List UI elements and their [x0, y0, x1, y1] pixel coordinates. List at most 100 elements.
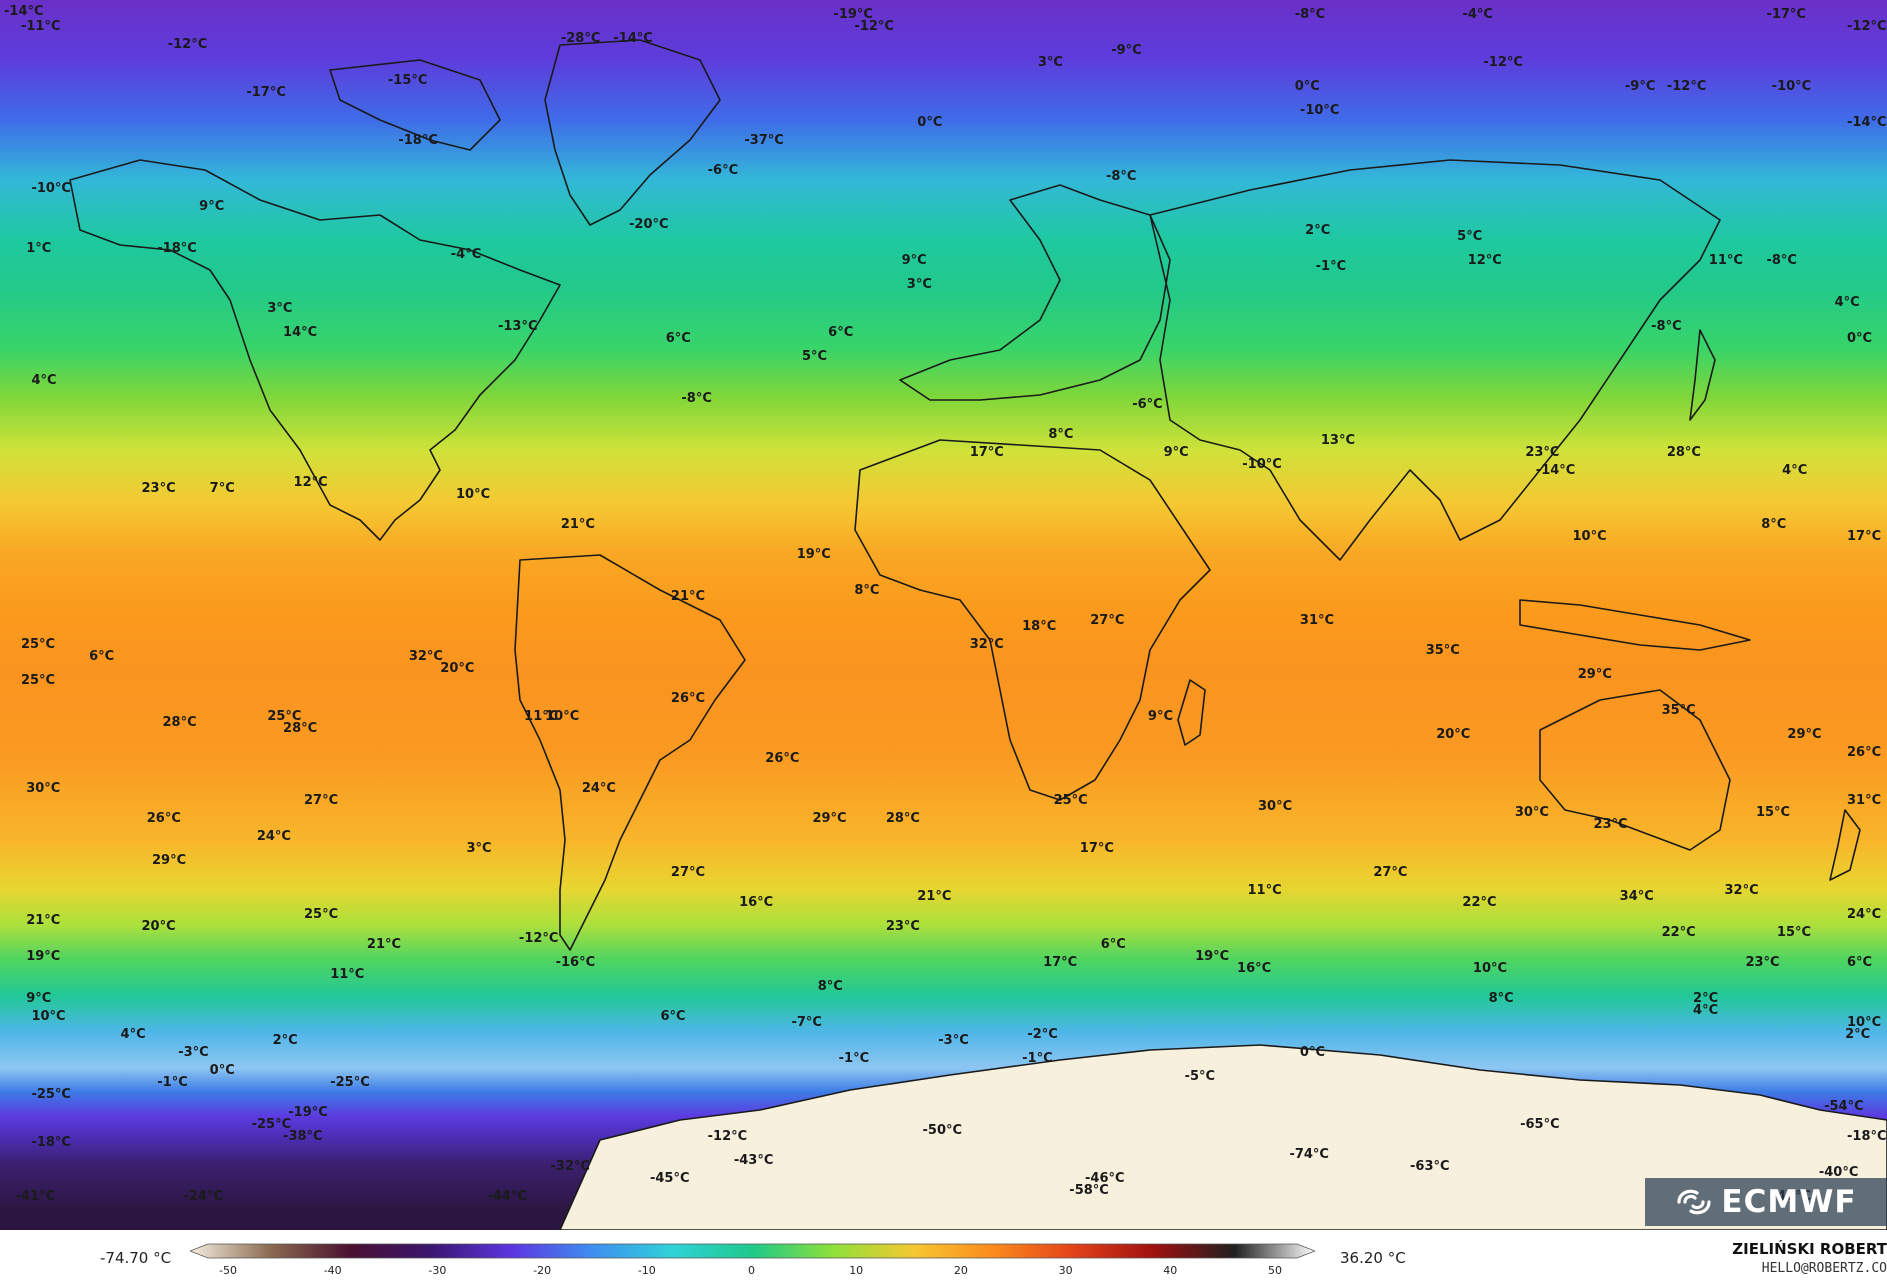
temperature-label: 16°C	[739, 895, 773, 910]
temperature-label: -25°C	[252, 1117, 292, 1132]
map-footer	[0, 1230, 1887, 1287]
temperature-label: -43°C	[734, 1153, 774, 1168]
temperature-label: -1°C	[157, 1075, 187, 1090]
temperature-label: 16°C	[1237, 961, 1271, 976]
temperature-label: -8°C	[681, 391, 711, 406]
temperature-label: 20°C	[1436, 727, 1470, 742]
temperature-label: -14°C	[4, 4, 44, 19]
temperature-label: 2°C	[1693, 991, 1718, 1006]
temperature-label: 27°C	[671, 865, 705, 880]
temperature-label: -74°C	[1289, 1147, 1329, 1162]
temperature-label: 8°C	[818, 979, 843, 994]
temperature-label: -15°C	[388, 73, 428, 88]
europe-outline	[899, 184, 1171, 401]
temperature-label: -46°C	[1085, 1171, 1125, 1186]
temperature-label: 26°C	[1847, 745, 1881, 760]
temperature-label: 4°C	[121, 1027, 146, 1042]
temperature-label: 8°C	[1489, 991, 1514, 1006]
ecmwf-logo-text: ECMWF	[1721, 1184, 1857, 1220]
temperature-label: 0°C	[917, 115, 942, 130]
temperature-label: 23°C	[1525, 445, 1559, 460]
temperature-field	[0, 0, 1887, 1230]
north-america-outline	[69, 159, 561, 541]
temperature-label: 17°C	[1080, 841, 1114, 856]
new-zealand-outline	[1829, 809, 1861, 881]
temperature-label: -6°C	[708, 163, 738, 178]
temperature-label: -10°C	[1242, 457, 1282, 472]
temperature-label: 26°C	[765, 751, 799, 766]
temperature-label: 9°C	[1164, 445, 1189, 460]
temperature-label: 2°C	[1845, 1027, 1870, 1042]
temperature-label: 21°C	[671, 589, 705, 604]
temperature-label: -7°C	[791, 1015, 821, 1030]
temperature-label: 3°C	[907, 277, 932, 292]
temperature-label: -1°C	[839, 1051, 869, 1066]
temperature-label: -18°C	[31, 1135, 71, 1150]
temperature-label: 7°C	[210, 481, 235, 496]
temperature-label: -10°C	[31, 181, 71, 196]
temperature-colorbar: -50 -40 -30 -20 -10 0 10 20 30 40 50	[190, 1243, 1315, 1277]
temperature-label: 17°C	[1847, 529, 1881, 544]
temperature-label: 30°C	[1258, 799, 1292, 814]
temperature-label: -12°C	[708, 1129, 748, 1144]
temperature-label: 23°C	[886, 919, 920, 934]
temperature-label: 21°C	[917, 889, 951, 904]
madagascar-outline	[1177, 679, 1206, 746]
temperature-label: -16°C	[556, 955, 596, 970]
temperature-label: 5°C	[802, 349, 827, 364]
temperature-label: 19°C	[1195, 949, 1229, 964]
temperature-label: 11°C	[524, 709, 558, 724]
temperature-label: -50°C	[923, 1123, 963, 1138]
temperature-label: 28°C	[283, 721, 317, 736]
temperature-label: 30°C	[26, 781, 60, 796]
japan-outline	[1689, 329, 1716, 421]
temperature-label: 17°C	[970, 445, 1004, 460]
temperature-label: -18°C	[1847, 1129, 1887, 1144]
temperature-label: 24°C	[257, 829, 291, 844]
temperature-label: -14°C	[1847, 115, 1887, 130]
temperature-label: 28°C	[886, 811, 920, 826]
temperature-label: -1°C	[1316, 259, 1346, 274]
colorbar-bar	[190, 1243, 1315, 1259]
colorbar-tick-label: -50	[219, 1264, 237, 1277]
temperature-label: 24°C	[582, 781, 616, 796]
temperature-label: 4°C	[1782, 463, 1807, 478]
temperature-label: -19°C	[833, 7, 873, 22]
temperature-label: 8°C	[1761, 517, 1786, 532]
temperature-label: 19°C	[797, 547, 831, 562]
temperature-label: -2°C	[1027, 1027, 1057, 1042]
arctic-islands-outline	[329, 59, 501, 151]
temperature-label: 20°C	[440, 661, 474, 676]
temperature-label: 23°C	[1745, 955, 1779, 970]
temperature-label: 12°C	[294, 475, 328, 490]
temperature-label: -54°C	[1824, 1099, 1864, 1114]
temperature-label: -8°C	[1766, 253, 1796, 268]
temperature-label: -14°C	[1536, 463, 1576, 478]
temperature-label: 11°C	[1248, 883, 1282, 898]
author-name: ZIELIŃSKI ROBERT	[1732, 1240, 1887, 1258]
temperature-label: 6°C	[89, 649, 114, 664]
temperature-label: 29°C	[1787, 727, 1821, 742]
temperature-label: -12°C	[1847, 19, 1887, 34]
temperature-label: 9°C	[199, 199, 224, 214]
temperature-label: 25°C	[21, 637, 55, 652]
temperature-label: 10°C	[1847, 1015, 1881, 1030]
temperature-label: -12°C	[519, 931, 559, 946]
temperature-label: 35°C	[1426, 643, 1460, 658]
temperature-label: -38°C	[283, 1129, 323, 1144]
south-america-outline	[514, 554, 746, 951]
temperature-label: 5°C	[1457, 229, 1482, 244]
temperature-label: 3°C	[467, 841, 492, 856]
temperature-label: 22°C	[1662, 925, 1696, 940]
ecmwf-logo: ECMWF	[1645, 1178, 1887, 1226]
temperature-label: -18°C	[398, 133, 438, 148]
colorbar-max-label: 36.20 °C	[1340, 1249, 1406, 1267]
temperature-label: -12°C	[1667, 79, 1707, 94]
temperature-label: 19°C	[26, 949, 60, 964]
temperature-label: 3°C	[1038, 55, 1063, 70]
temperature-label: 18°C	[1022, 619, 1056, 634]
colorbar-tick-label: 30	[1059, 1264, 1073, 1277]
temperature-label: -9°C	[1625, 79, 1655, 94]
temperature-label: -3°C	[178, 1045, 208, 1060]
temperature-label: -20°C	[629, 217, 669, 232]
